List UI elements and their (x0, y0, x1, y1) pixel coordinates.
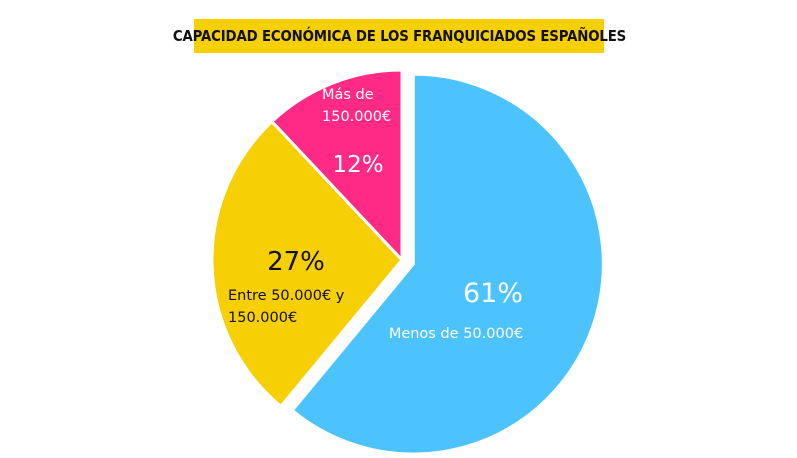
slice-category-label-2: Más de 150.000€ (322, 87, 391, 125)
chart-title-banner: CAPACIDAD ECONÓMICA DE LOS FRANQUICIADOS… (172, 19, 626, 53)
slice-value-label-2: 12% (332, 152, 383, 178)
slice-value-label-0: 61% (463, 278, 523, 309)
slice-value-label-1: 27% (267, 247, 325, 277)
pie-slice-0 (290, 72, 605, 456)
pie-slice-1 (210, 119, 404, 409)
slice-category-label-0: Menos de 50.000€ (389, 326, 523, 342)
chart-title: CAPACIDAD ECONÓMICA DE LOS FRANQUICIADOS… (172, 27, 626, 45)
pie-slice-2 (269, 68, 404, 264)
slice-category-label-1: Entre 50.000€ y 150.000€ (228, 288, 345, 326)
